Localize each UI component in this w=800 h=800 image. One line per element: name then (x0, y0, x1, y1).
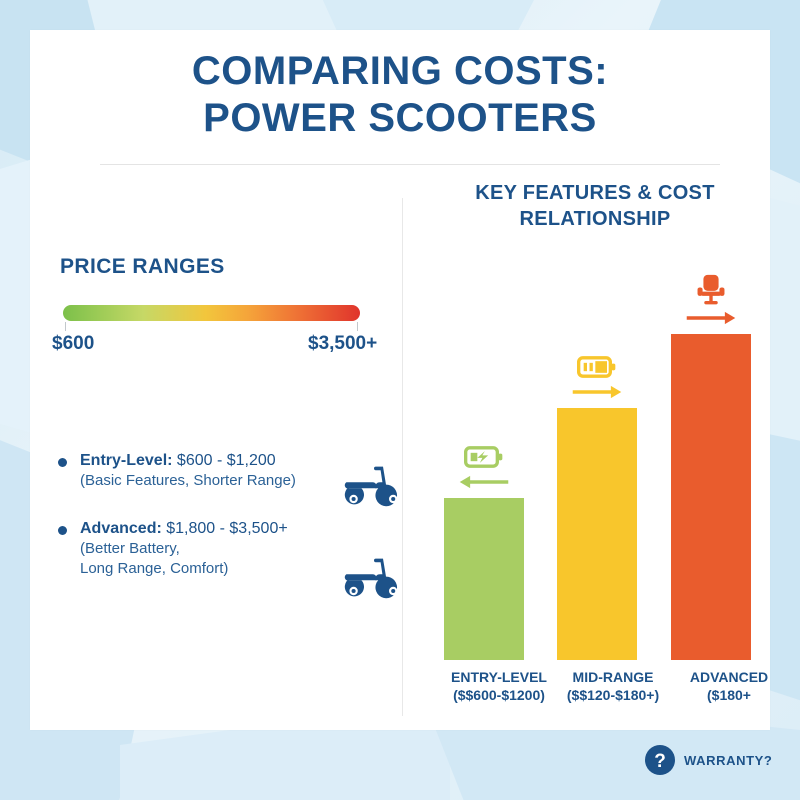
arrow-right-icon (572, 385, 622, 399)
battery-level-icon (577, 356, 616, 378)
scooter-icon (344, 558, 398, 599)
content-card: COMPARING COSTS: POWER SCOOTERS PRICE RA… (30, 30, 770, 730)
bullet-title: Entry-Level: $600 - $1,200 (80, 450, 342, 471)
bar-mid-range (557, 408, 637, 660)
arrow-right-icon (686, 311, 736, 325)
bar-label-mid-range: MID-RANGE ($$120-$180+) (548, 668, 678, 705)
bullet-title-rest: $1,800 - $3,500+ (161, 520, 288, 537)
gradient-tick-max (357, 322, 358, 331)
bar-group-entry-level (440, 260, 528, 660)
bullet-subtitle-line-1: (Better Battery, (80, 540, 180, 558)
list-item: Advanced: $1,800 - $3,500+ (Better Batte… (58, 518, 398, 599)
bar-group-mid-range (553, 260, 641, 660)
bar-label-range: ($$600-$1200) (453, 687, 545, 704)
bar-group-advanced (667, 260, 755, 660)
price-max-label: $3,500+ (308, 333, 378, 354)
svg-text:?: ? (654, 751, 666, 772)
bar-label-advanced: ADVANCED ($180+ (664, 668, 794, 705)
key-features-heading-line-1: KEY FEATURES & COST (475, 182, 715, 204)
bar-icon-group (440, 444, 528, 490)
bar-label-name: ENTRY-LEVEL (451, 669, 547, 685)
arrow-left-icon (459, 475, 509, 489)
warranty-badge[interactable]: ? WARRANTY? (645, 745, 772, 775)
bar-icon-group (553, 354, 641, 400)
bar-label-name: ADVANCED (689, 669, 769, 685)
bar-label-entry-level: ENTRY-LEVEL ($$600-$1200) (434, 668, 564, 705)
scooter-icon (344, 466, 398, 507)
bar-chart (425, 260, 770, 660)
bullet-dot-icon (58, 458, 67, 467)
price-min-label: $600 (52, 333, 95, 354)
bar-icon-group (667, 274, 755, 326)
page-title: COMPARING COSTS: POWER SCOOTERS (30, 48, 770, 142)
column-divider (402, 198, 403, 716)
price-gradient-bar (63, 305, 360, 321)
bullet-subtitle-line-1: (Basic Features, Shorter Range) (80, 472, 296, 490)
bullet-title-rest: $600 - $1,200 (172, 452, 276, 469)
key-features-heading: KEY FEATURES & COST RELATIONSHIP (420, 180, 770, 232)
price-ranges-heading: PRICE RANGES (60, 255, 225, 278)
title-divider (100, 164, 720, 165)
bullet-subtitle-line-2: Long Range, Comfort) (80, 559, 229, 577)
title-line-1: COMPARING COSTS: (191, 49, 609, 93)
key-features-heading-line-2: RELATIONSHIP (519, 208, 671, 230)
bar-advanced (671, 334, 751, 660)
bar-entry-level (444, 498, 524, 660)
bullet-title-bold: Entry-Level: (80, 452, 173, 469)
title-line-2: POWER SCOOTERS (203, 96, 597, 141)
warranty-label: WARRANTY? (684, 752, 773, 768)
bullet-dot-icon (58, 526, 67, 535)
bullet-title-bold: Advanced: (80, 520, 162, 537)
office-chair-icon (697, 274, 725, 305)
battery-charging-icon (464, 446, 503, 468)
bullet-text-block: Advanced: $1,800 - $3,500+ (Better Batte… (80, 518, 342, 579)
bar-label-range: ($$120-$180+) (566, 687, 660, 704)
question-mark-circle-icon: ? (645, 745, 675, 775)
bar-label-range: ($180+ (707, 687, 751, 704)
gradient-tick-min (65, 322, 66, 331)
list-item: Entry-Level: $600 - $1,200 (Basic Featur… (58, 450, 398, 507)
bullet-text-block: Entry-Level: $600 - $1,200 (Basic Featur… (80, 450, 342, 491)
bar-label-name: MID-RANGE (572, 669, 654, 685)
bullet-title: Advanced: $1,800 - $3,500+ (80, 518, 342, 539)
